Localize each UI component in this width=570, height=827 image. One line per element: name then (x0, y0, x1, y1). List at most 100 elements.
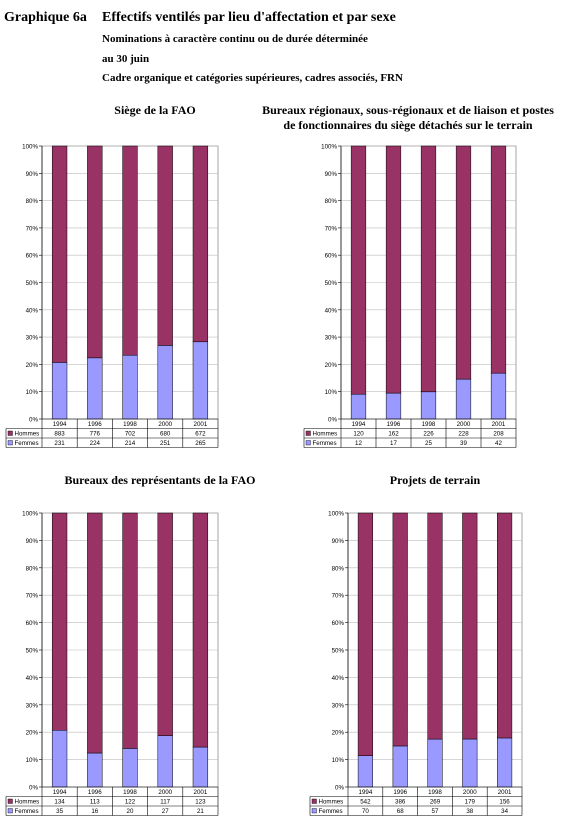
chart-title-siege: Siège de la FAO (114, 103, 196, 117)
bar-femmes (455, 378, 472, 420)
legend-label-femmes: Femmes (319, 808, 343, 815)
y-tick-label: 0% (29, 785, 38, 792)
value-hommes: 542 (360, 799, 371, 806)
value-femmes: 38 (466, 808, 473, 815)
chart-title-bureaux-representants: Bureaux des représentants de la FAO (64, 473, 256, 487)
value-hommes: 156 (499, 799, 510, 806)
legend-swatch-femmes (305, 440, 311, 446)
value-femmes: 25 (425, 440, 432, 447)
legend-label-hommes: Hommes (319, 799, 344, 806)
y-tick-label: 90% (325, 171, 338, 178)
y-tick-label: 10% (332, 757, 345, 764)
bar-hommes (192, 145, 209, 343)
value-femmes: 12 (355, 440, 362, 447)
category-label: 1998 (428, 789, 442, 796)
chart-title-bureaux-regionaux: Bureaux régionaux, sous-régionaux et de … (262, 103, 554, 132)
bar-hommes (157, 145, 173, 346)
bar-femmes (392, 745, 408, 788)
y-tick-label: 40% (332, 675, 345, 682)
bar-hommes (51, 512, 68, 731)
legend-label-femmes: Femmes (15, 808, 39, 815)
value-femmes: 20 (127, 808, 134, 815)
category-label: 2001 (492, 421, 506, 428)
category-label: 2001 (194, 421, 208, 428)
category-label: 1996 (88, 789, 102, 796)
value-hommes: 134 (54, 799, 65, 806)
value-hommes: 672 (195, 431, 206, 438)
y-tick-label: 90% (332, 538, 345, 545)
y-tick-label: 100% (321, 144, 337, 151)
y-tick-label: 60% (332, 620, 345, 627)
bar-hommes (192, 512, 209, 748)
value-femmes: 70 (362, 808, 369, 815)
category-label: 2000 (158, 789, 172, 796)
value-hommes: 386 (395, 799, 406, 806)
value-hommes: 122 (125, 799, 136, 806)
y-tick-label: 80% (332, 565, 345, 572)
y-tick-label: 80% (26, 198, 39, 205)
y-tick-label: 100% (22, 511, 38, 518)
y-tick-label: 80% (26, 565, 39, 572)
y-tick-label: 60% (325, 253, 338, 260)
value-hommes: 269 (430, 799, 441, 806)
y-tick-label: 70% (26, 593, 39, 600)
legend-swatch-hommes (7, 798, 13, 804)
value-hommes: 226 (423, 431, 434, 438)
value-hommes: 120 (353, 431, 364, 438)
bar-hommes (427, 512, 443, 740)
legend-label-femmes: Femmes (313, 440, 337, 447)
bar-hommes (420, 145, 437, 393)
bar-femmes (427, 738, 443, 788)
y-tick-label: 20% (332, 730, 345, 737)
y-tick-label: 50% (325, 280, 338, 287)
y-tick-label: 100% (328, 511, 344, 518)
category-label: 1994 (359, 789, 373, 796)
value-femmes: 42 (495, 440, 502, 447)
chart-bureaux-regionaux: 0% 10% 20% 30% 40% 50% 60% 70% 80% 90% 100% 1994 120… (303, 144, 517, 448)
bar-hommes (490, 145, 507, 374)
value-hommes: 228 (458, 431, 469, 438)
bar-femmes (192, 746, 209, 788)
chart-bureaux-representants: 0% 10% 20% 30% 40% 50% 60% 70% 80% 90% 100% 1994 134… (5, 511, 219, 816)
bar-hommes (385, 145, 402, 394)
bar-femmes (420, 391, 437, 420)
y-tick-label: 30% (26, 335, 39, 342)
y-tick-label: 30% (26, 702, 39, 709)
value-hommes: 162 (388, 431, 399, 438)
bar-femmes (157, 735, 173, 788)
legend-label-hommes: Hommes (313, 431, 338, 438)
figure-title: Effectifs ventilés par lieu d'affectatio… (102, 10, 396, 25)
value-femmes: 34 (501, 808, 508, 815)
bar-femmes (51, 730, 68, 788)
y-tick-label: 70% (325, 225, 338, 232)
figure-subtitle-2: au 30 juin (102, 53, 150, 65)
value-hommes: 883 (54, 431, 65, 438)
chart-siege: 0% 10% 20% 30% 40% 50% 60% 70% 80% 90% 100% 1994 883… (5, 144, 219, 448)
y-tick-label: 10% (26, 389, 39, 396)
bar-femmes (87, 357, 103, 420)
y-tick-label: 0% (29, 417, 38, 424)
legend-swatch-hommes (7, 430, 13, 436)
value-hommes: 702 (125, 431, 136, 438)
y-tick-label: 50% (26, 280, 39, 287)
value-femmes: 17 (390, 440, 397, 447)
chart-projets-terrain: 0% 10% 20% 30% 40% 50% 60% 70% 80% 90% 100% 1994 542… (309, 511, 523, 816)
y-tick-label: 0% (335, 785, 344, 792)
bar-femmes (357, 755, 373, 788)
bar-femmes (350, 393, 367, 420)
y-tick-label: 20% (325, 362, 338, 369)
category-label: 1994 (53, 789, 67, 796)
bar-femmes (87, 752, 103, 788)
y-tick-label: 100% (22, 144, 38, 151)
category-label: 2000 (457, 421, 471, 428)
value-hommes: 123 (195, 799, 206, 806)
bar-femmes (51, 362, 68, 420)
y-tick-label: 10% (325, 389, 338, 396)
y-tick-label: 40% (26, 675, 39, 682)
y-tick-label: 80% (325, 198, 338, 205)
y-tick-label: 30% (325, 335, 338, 342)
value-hommes: 113 (90, 799, 100, 806)
value-femmes: 68 (397, 808, 404, 815)
legend-label-hommes: Hommes (15, 431, 40, 438)
category-label: 1996 (88, 421, 102, 428)
